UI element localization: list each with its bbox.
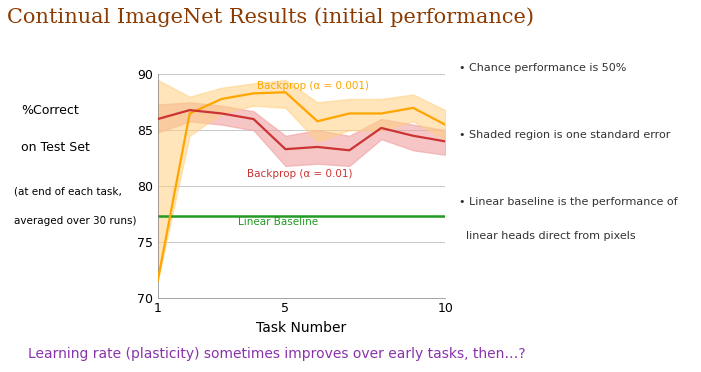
Text: Linear Baseline: Linear Baseline xyxy=(238,217,318,227)
Text: Learning rate (plasticity) sometimes improves over early tasks, then…?: Learning rate (plasticity) sometimes imp… xyxy=(28,347,526,361)
Text: %Correct: %Correct xyxy=(21,104,79,117)
Text: averaged over 30 runs): averaged over 30 runs) xyxy=(14,216,137,226)
Text: • Chance performance is 50%: • Chance performance is 50% xyxy=(459,63,627,73)
Text: • Shaded region is one standard error: • Shaded region is one standard error xyxy=(459,130,671,140)
Text: Continual ImageNet Results (initial performance): Continual ImageNet Results (initial perf… xyxy=(7,7,534,27)
X-axis label: Task Number: Task Number xyxy=(257,321,346,335)
Text: Backprop (α = 0.001): Backprop (α = 0.001) xyxy=(257,81,369,91)
Text: on Test Set: on Test Set xyxy=(21,141,90,154)
Text: (at end of each task,: (at end of each task, xyxy=(14,186,122,196)
Text: • Linear baseline is the performance of: • Linear baseline is the performance of xyxy=(459,197,678,207)
Text: Backprop (α = 0.01): Backprop (α = 0.01) xyxy=(247,169,353,179)
Text: linear heads direct from pixels: linear heads direct from pixels xyxy=(459,231,636,241)
